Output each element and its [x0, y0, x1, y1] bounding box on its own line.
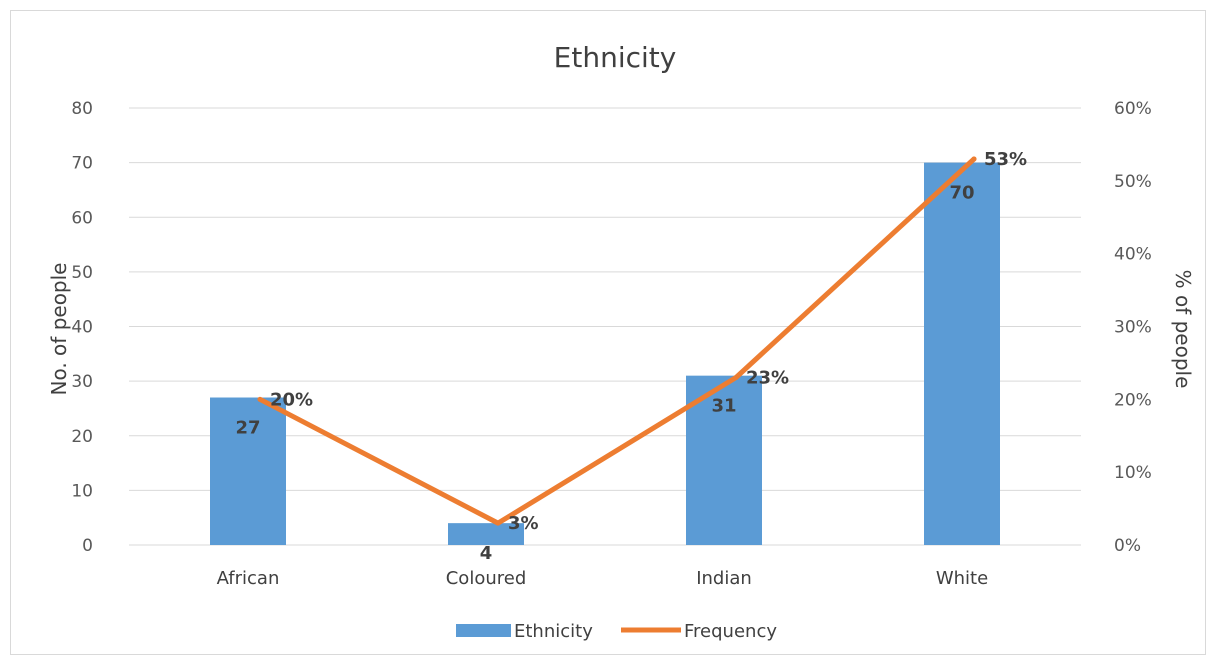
bar — [686, 375, 762, 545]
right-tick-label: 10% — [1114, 463, 1152, 483]
left-tick-label: 40 — [71, 318, 93, 338]
left-tick-label: 10 — [71, 481, 93, 501]
line-point — [257, 396, 263, 402]
right-tick-label: 0% — [1114, 536, 1141, 556]
left-tick-label: 20 — [71, 427, 93, 447]
chart-title: Ethnicity — [554, 41, 677, 74]
line-value-label: 53% — [984, 149, 1027, 170]
right-axis-title: % of people — [1171, 270, 1195, 389]
left-axis-ticks: 0 10 20 30 40 50 60 70 80 — [71, 99, 93, 556]
frequency-line — [257, 156, 977, 526]
bar-value-label: 27 — [235, 418, 260, 439]
bar-value-label: 4 — [480, 543, 493, 564]
bar-series — [210, 162, 1000, 545]
line-value-label: 3% — [508, 513, 539, 534]
line-point — [733, 374, 739, 380]
right-tick-label: 60% — [1114, 99, 1152, 119]
left-tick-label: 60 — [71, 208, 93, 228]
line-value-label: 23% — [746, 367, 789, 388]
line-series — [257, 156, 977, 526]
category-label: African — [217, 568, 280, 589]
right-tick-label: 20% — [1114, 390, 1152, 410]
legend-label-line: Frequency — [684, 621, 777, 642]
right-axis-ticks: 0% 10% 20% 30% 40% 50% 60% — [1114, 99, 1152, 556]
category-label: Coloured — [446, 568, 527, 589]
right-tick-label: 40% — [1114, 245, 1152, 265]
left-tick-label: 80 — [71, 99, 93, 119]
left-tick-label: 70 — [71, 154, 93, 174]
left-axis-title: No. of people — [47, 263, 71, 396]
bar — [210, 397, 286, 545]
left-tick-label: 30 — [71, 372, 93, 392]
bar-value-label: 31 — [711, 396, 736, 417]
line-point — [495, 520, 501, 526]
chart-frame: Ethnicity 0 10 20 30 40 50 60 70 80 0% 10% 20% 30% 4… — [10, 10, 1206, 655]
bar-value-label: 70 — [949, 183, 974, 204]
bar — [924, 162, 1000, 545]
category-label: Indian — [696, 568, 752, 589]
right-tick-label: 50% — [1114, 172, 1152, 192]
legend-swatch-bar — [456, 624, 511, 637]
left-tick-label: 50 — [71, 263, 93, 283]
line-point — [971, 156, 977, 162]
legend-label-bar: Ethnicity — [514, 621, 593, 642]
legend: Ethnicity Frequency — [456, 621, 777, 642]
gridlines — [129, 107, 1081, 546]
data-labels: 27 4 31 70 20% 3% 23% 53% — [235, 149, 1027, 564]
category-axis-labels: African Coloured Indian White — [217, 568, 989, 589]
left-tick-label: 0 — [82, 536, 93, 556]
category-label: White — [936, 568, 988, 589]
right-tick-label: 30% — [1114, 318, 1152, 338]
line-value-label: 20% — [270, 389, 313, 410]
chart: Ethnicity 0 10 20 30 40 50 60 70 80 0% 10% 20% 30% 4… — [47, 41, 1195, 642]
bar — [448, 523, 524, 545]
